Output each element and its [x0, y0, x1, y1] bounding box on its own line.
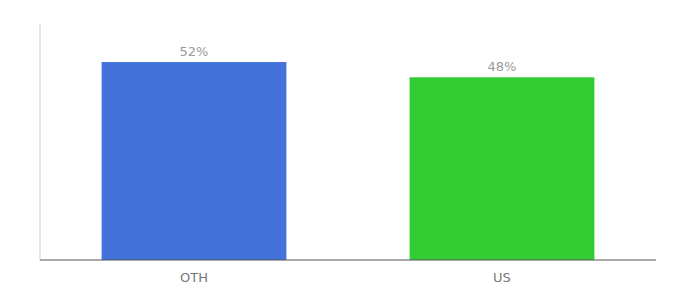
bar [410, 77, 595, 260]
bar [102, 62, 287, 260]
x-axis-line [40, 260, 656, 261]
x-tick-label: US [493, 270, 511, 285]
chart: OTH US 52% 48% [0, 0, 680, 300]
y-axis-line [40, 24, 41, 260]
bars [102, 62, 595, 260]
x-tick-label: OTH [180, 270, 208, 285]
data-label: 48% [488, 59, 517, 74]
data-label: 52% [180, 44, 209, 59]
plot-area: OTH US 52% 48% [40, 24, 656, 285]
chart-container: OTH US 52% 48% [0, 0, 680, 300]
